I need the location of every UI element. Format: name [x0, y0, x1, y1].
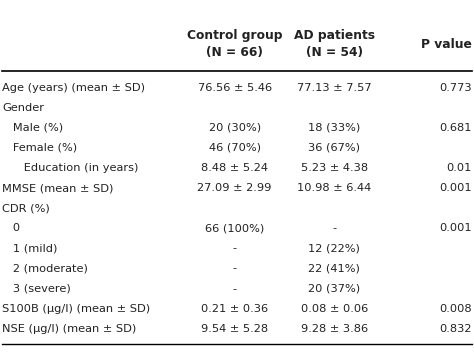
Text: 0.08 ± 0.06: 0.08 ± 0.06	[301, 304, 368, 314]
Text: 0.773: 0.773	[439, 83, 472, 93]
Text: NSE (µg/l) (mean ± SD): NSE (µg/l) (mean ± SD)	[2, 324, 137, 334]
Text: 0.001: 0.001	[439, 183, 472, 193]
Text: 0.21 ± 0.36: 0.21 ± 0.36	[201, 304, 268, 314]
Text: 3 (severe): 3 (severe)	[2, 284, 71, 294]
Text: 76.56 ± 5.46: 76.56 ± 5.46	[198, 83, 272, 93]
Text: 12 (22%): 12 (22%)	[308, 244, 360, 253]
Text: Male (%): Male (%)	[2, 123, 64, 133]
Text: 0.681: 0.681	[439, 123, 472, 133]
Text: S100B (µg/l) (mean ± SD): S100B (µg/l) (mean ± SD)	[2, 304, 151, 314]
Text: MMSE (mean ± SD): MMSE (mean ± SD)	[2, 183, 114, 193]
Text: 18 (33%): 18 (33%)	[308, 123, 360, 133]
Text: 9.28 ± 3.86: 9.28 ± 3.86	[301, 324, 368, 334]
Text: Age (years) (mean ± SD): Age (years) (mean ± SD)	[2, 83, 146, 93]
Text: 46 (70%): 46 (70%)	[209, 143, 261, 153]
Text: -: -	[233, 284, 237, 294]
Text: 66 (100%): 66 (100%)	[205, 223, 264, 233]
Text: Gender: Gender	[2, 103, 45, 113]
Text: 0.008: 0.008	[439, 304, 472, 314]
Text: 8.48 ± 5.24: 8.48 ± 5.24	[201, 163, 268, 173]
Text: 0.832: 0.832	[439, 324, 472, 334]
Text: -: -	[233, 264, 237, 274]
Text: 1 (mild): 1 (mild)	[2, 244, 58, 253]
Text: 77.13 ± 7.57: 77.13 ± 7.57	[297, 83, 372, 93]
Text: Female (%): Female (%)	[2, 143, 77, 153]
Text: -: -	[233, 244, 237, 253]
Text: 20 (30%): 20 (30%)	[209, 123, 261, 133]
Text: 0.01: 0.01	[446, 163, 472, 173]
Text: 27.09 ± 2.99: 27.09 ± 2.99	[198, 183, 272, 193]
Text: 20 (37%): 20 (37%)	[308, 284, 360, 294]
Text: CDR (%): CDR (%)	[2, 203, 50, 213]
Text: 10.98 ± 6.44: 10.98 ± 6.44	[297, 183, 371, 193]
Text: Education (in years): Education (in years)	[2, 163, 139, 173]
Text: 0.001: 0.001	[439, 223, 472, 233]
Text: 2 (moderate): 2 (moderate)	[2, 264, 88, 274]
Text: AD patients
(N = 54): AD patients (N = 54)	[294, 29, 374, 59]
Text: -: -	[332, 223, 336, 233]
Text: 36 (67%): 36 (67%)	[308, 143, 360, 153]
Text: 5.23 ± 4.38: 5.23 ± 4.38	[301, 163, 368, 173]
Text: Control group
(N = 66): Control group (N = 66)	[187, 29, 283, 59]
Text: 22 (41%): 22 (41%)	[308, 264, 360, 274]
Text: 9.54 ± 5.28: 9.54 ± 5.28	[201, 324, 268, 334]
Text: P value: P value	[421, 38, 472, 50]
Text: 0: 0	[2, 223, 20, 233]
